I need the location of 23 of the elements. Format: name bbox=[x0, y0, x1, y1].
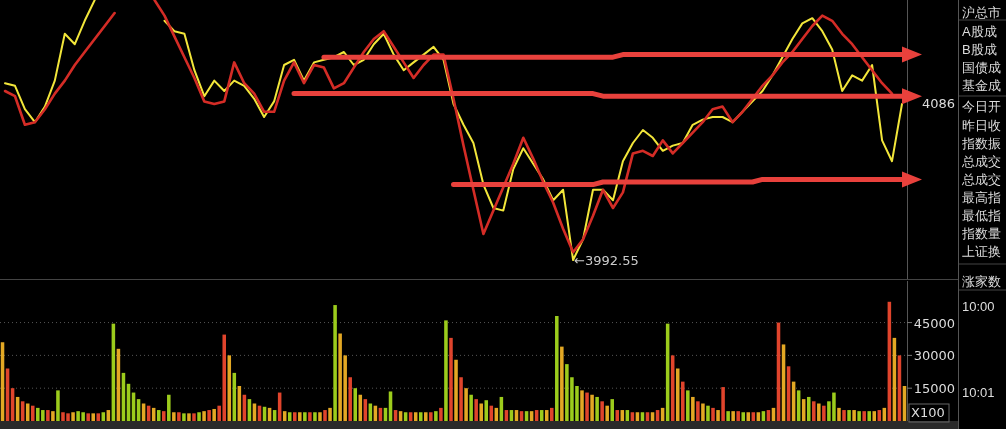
text: 指数量 bbox=[961, 226, 1001, 241]
text: B股成 bbox=[962, 42, 997, 57]
text: 10:01 bbox=[962, 385, 995, 400]
text: 基金成 bbox=[962, 78, 1001, 93]
text: 国债成 bbox=[962, 60, 1001, 75]
text: 最低指 bbox=[962, 208, 1001, 223]
text: 4086 bbox=[921, 96, 955, 111]
y-tick-label: 30000 bbox=[913, 348, 955, 364]
text: 涨家数 bbox=[962, 274, 1001, 289]
annotation: ←3992.55 bbox=[574, 253, 639, 268]
text: 指数振 bbox=[961, 136, 1001, 151]
text: 10:00 bbox=[962, 299, 995, 314]
text: 今日开 bbox=[962, 99, 1001, 114]
text: 总成交 bbox=[961, 172, 1001, 187]
y-tick-label: 45000 bbox=[913, 315, 955, 331]
text: 总成交 bbox=[961, 154, 1001, 169]
text: X100 bbox=[911, 405, 945, 420]
text: 上证换 bbox=[962, 244, 1001, 259]
text: 昨日收 bbox=[962, 118, 1001, 133]
y-tick-label: 15000 bbox=[913, 381, 955, 397]
text: 最高指 bbox=[962, 190, 1001, 205]
text: A股成 bbox=[962, 24, 997, 39]
text: 沪总市 bbox=[962, 5, 1001, 20]
